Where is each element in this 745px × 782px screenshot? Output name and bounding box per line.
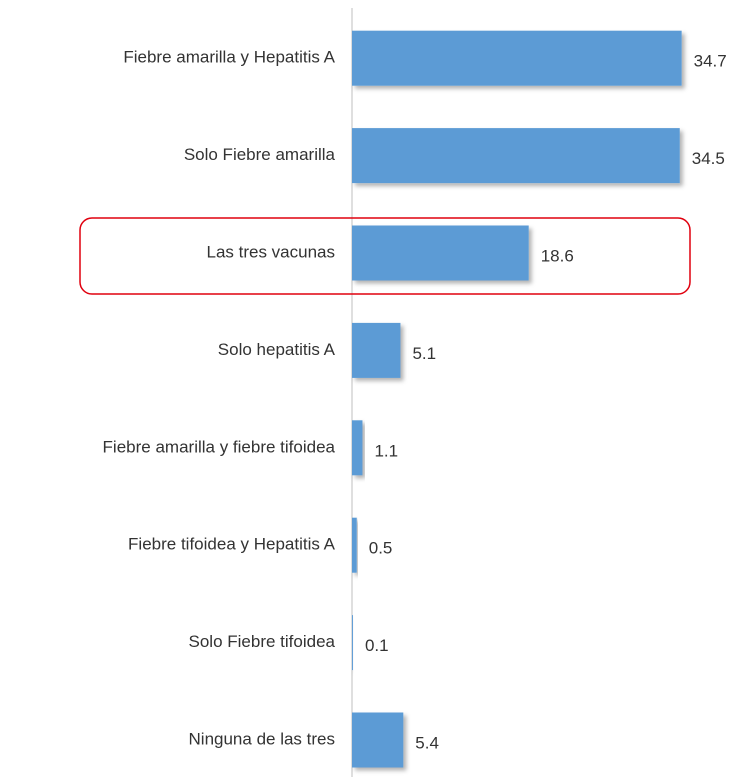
data-label: 0.1 xyxy=(365,636,389,655)
highlight-box xyxy=(79,217,691,295)
data-label: 34.7 xyxy=(694,52,727,71)
data-label: 5.1 xyxy=(412,344,436,363)
y-tick-label: Las tres vacunas xyxy=(206,242,335,261)
y-tick-label: Solo hepatitis A xyxy=(218,340,336,359)
bar xyxy=(352,225,529,281)
data-label: 18.6 xyxy=(541,246,574,265)
bar xyxy=(352,128,680,184)
y-tick-label: Solo Fiebre amarilla xyxy=(184,145,336,164)
bar xyxy=(352,322,401,378)
y-tick-label: Fiebre amarilla y Hepatitis A xyxy=(123,48,335,67)
y-tick-label: Fiebre amarilla y fiebre tifoidea xyxy=(103,437,336,456)
y-tick-label: Solo Fiebre tifoidea xyxy=(189,632,336,651)
y-tick-label: Fiebre tifoidea y Hepatitis A xyxy=(128,535,336,554)
data-label: 0.5 xyxy=(369,539,393,558)
data-label: 1.1 xyxy=(374,441,398,460)
bar xyxy=(352,30,682,86)
bar xyxy=(352,712,404,768)
bar xyxy=(352,517,357,573)
data-label: 5.4 xyxy=(415,733,439,752)
bar xyxy=(352,420,363,476)
y-tick-label: Ninguna de las tres xyxy=(189,729,335,748)
data-label: 34.5 xyxy=(692,149,725,168)
bar xyxy=(352,615,353,671)
